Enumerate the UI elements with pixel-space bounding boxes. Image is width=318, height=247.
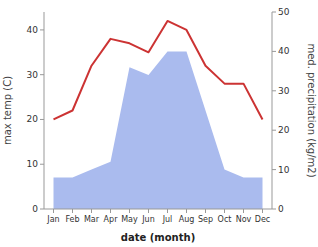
x-tick	[186, 209, 187, 213]
y2-tick-label: 30	[278, 86, 290, 96]
x-tick	[53, 209, 54, 213]
x-tick-label: Jul	[162, 215, 173, 224]
x-tick	[224, 209, 225, 213]
x-tick	[243, 209, 244, 213]
x-tick-label: Aug	[179, 215, 195, 224]
x-tick-label: May	[121, 215, 138, 224]
x-tick	[91, 209, 92, 213]
y2-tick	[272, 169, 276, 170]
y-tick-label: 0	[32, 204, 38, 214]
y-tick	[40, 209, 44, 210]
y2-tick-label: 20	[278, 125, 290, 135]
x-tick	[129, 209, 130, 213]
y-tick-label: 20	[27, 114, 39, 124]
y2-tick	[272, 12, 276, 13]
x-tick	[262, 209, 263, 213]
x-tick-label: Mar	[84, 215, 100, 224]
y-tick	[40, 119, 44, 120]
y2-tick	[272, 130, 276, 131]
x-tick-label: Apr	[104, 215, 119, 224]
y-axis-line	[44, 12, 45, 209]
x-tick-label: Jun	[141, 215, 155, 224]
chart: 0 10 20 30 40 0 10 20 30 40 50 Jan Feb Mar AprMayJun Ju…	[0, 0, 318, 247]
x-tick-label: Dec	[255, 215, 270, 224]
y-tick-label: 40	[27, 25, 39, 35]
y-tick-label: 30	[27, 70, 39, 80]
x-tick-label: Feb	[65, 215, 79, 224]
y-tick	[40, 164, 44, 165]
y2-tick	[272, 51, 276, 52]
y-tick	[40, 29, 44, 30]
x-tick	[167, 209, 168, 213]
y2-tick-label: 40	[278, 46, 290, 56]
x-tick	[110, 209, 111, 213]
x-tick	[72, 209, 73, 213]
plot-area	[54, 21, 263, 209]
y2-tick	[272, 90, 276, 91]
x-tick	[205, 209, 206, 213]
y2-tick-label: 0	[278, 204, 284, 214]
y2-tick-label: 50	[278, 7, 290, 17]
x-tick-label: Jan	[46, 215, 59, 224]
y2-tick	[272, 209, 276, 210]
x-axis-line	[44, 209, 272, 210]
temperature-line	[54, 21, 263, 120]
y2-axis-label: med. precipitation (kg/m2)	[306, 43, 317, 177]
x-tick	[148, 209, 149, 213]
y-axis-label: max temp (C)	[2, 76, 13, 145]
y-tick	[40, 74, 44, 75]
x-tick-label: Sep	[198, 215, 213, 224]
y2-axis-line	[272, 12, 273, 209]
x-tick-label: Nov	[236, 215, 252, 224]
x-axis-label: date (month)	[121, 232, 195, 243]
x-tick-label: Oct	[218, 215, 232, 224]
y2-tick-label: 10	[278, 165, 290, 175]
precipitation-area	[54, 51, 263, 209]
y-tick-label: 10	[27, 159, 39, 169]
